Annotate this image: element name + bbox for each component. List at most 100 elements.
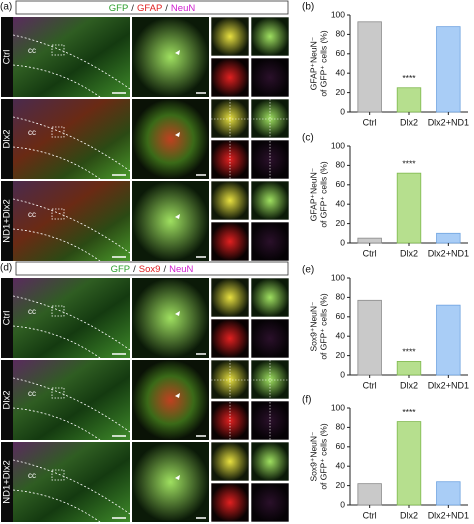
y-tick-label: 100 xyxy=(331,402,345,412)
significance: **** xyxy=(402,158,416,168)
bar xyxy=(357,299,382,376)
bar xyxy=(357,21,382,113)
boundary xyxy=(12,116,131,172)
row-label-bg xyxy=(1,17,13,97)
region-label: cc xyxy=(28,210,36,219)
stain-header-box xyxy=(15,0,289,15)
channel-image xyxy=(250,277,290,318)
roi-box xyxy=(51,387,65,399)
y-tick-label: 0 xyxy=(340,237,345,247)
channel-image xyxy=(250,221,290,262)
significance: **** xyxy=(402,407,416,417)
boundary xyxy=(12,64,101,98)
x-tick-label: Ctrl xyxy=(363,248,377,258)
channel-image xyxy=(210,57,250,98)
y-tick-label: 80 xyxy=(336,29,346,39)
y-tick-label: 80 xyxy=(336,160,346,170)
y-axis-label: Sox9⁺NeuN⁻ xyxy=(308,431,318,482)
y-tick-label: 60 xyxy=(336,441,346,451)
y-tick-label: 100 xyxy=(331,272,345,282)
arrowhead xyxy=(175,214,180,219)
channel-image xyxy=(250,57,290,98)
row-label: Dlx2 xyxy=(2,390,13,409)
y-tick-label: 80 xyxy=(336,292,346,302)
roi-box xyxy=(51,305,65,317)
y-tick-label: 40 xyxy=(336,198,346,208)
y-axis-label: of GFP⁺ cells (%) xyxy=(318,423,328,490)
overview-image xyxy=(13,442,130,522)
boundary xyxy=(12,34,131,90)
stain-name: GFP xyxy=(109,3,129,14)
stain-name: / xyxy=(133,264,136,275)
x-tick-label: Ctrl xyxy=(363,380,377,390)
stain-name: NeuN xyxy=(169,264,193,275)
channel-image xyxy=(210,180,250,221)
panel-letter: (a) xyxy=(0,2,12,13)
channel-image xyxy=(250,482,290,523)
significance: **** xyxy=(402,347,416,357)
row-label-bg xyxy=(1,360,13,440)
stain-name: / xyxy=(163,264,166,275)
overview-image xyxy=(13,99,130,179)
stain-name: / xyxy=(131,3,134,14)
overview-image xyxy=(13,181,130,261)
stain-name: / xyxy=(165,3,168,14)
overview-image xyxy=(13,278,130,358)
boundary xyxy=(12,198,131,254)
channel-image xyxy=(250,318,290,359)
boundary xyxy=(12,407,101,441)
x-tick-label: Dlx2 xyxy=(400,248,418,258)
panel-letter: (c) xyxy=(302,133,314,144)
x-tick-label: Dlx2+ND1 xyxy=(428,380,469,390)
stain-header: GFP / GFAP / NeuN xyxy=(109,3,196,14)
bar xyxy=(396,421,422,506)
row-label-bg xyxy=(1,278,13,358)
y-axis-label: of GFP⁺ cells (%) xyxy=(318,293,328,360)
bar xyxy=(436,481,461,506)
y-axis-label: of GFP⁺ cells (%) xyxy=(318,161,328,228)
x-tick-label: Ctrl xyxy=(363,510,377,520)
y-tick-label: 40 xyxy=(336,330,346,340)
row-label: ND1+Dlx2 xyxy=(2,199,13,243)
channel-image xyxy=(210,482,250,523)
arrowhead xyxy=(175,50,180,55)
stain-name: GFAP xyxy=(137,3,162,14)
y-tick-label: 0 xyxy=(340,106,345,116)
stain-name: Sox9 xyxy=(139,264,161,275)
arrowhead xyxy=(175,132,180,137)
row-label: ND1+Dlx2 xyxy=(2,460,13,504)
region-label: cc xyxy=(28,471,36,480)
stain-header-box xyxy=(15,261,289,276)
significance: **** xyxy=(402,73,416,83)
y-tick-label: 0 xyxy=(340,499,345,509)
region-label: cc xyxy=(28,46,36,55)
y-axis-label: GFAP⁺NeuN⁻ xyxy=(308,36,318,90)
roi-box xyxy=(51,44,65,56)
stain-name: NeuN xyxy=(171,3,195,14)
boundary xyxy=(12,377,131,433)
zoom-image xyxy=(132,17,209,97)
x-tick-label: Dlx2+ND1 xyxy=(428,117,469,127)
region-label: cc xyxy=(28,128,36,137)
overview-image xyxy=(13,17,130,97)
zoom-image xyxy=(132,442,209,522)
y-axis-label: Sox9⁺NeuN⁻ xyxy=(308,301,318,352)
boundary xyxy=(12,459,131,515)
y-tick-label: 100 xyxy=(331,140,345,150)
row-label-bg xyxy=(1,442,13,522)
row-label: Ctrl xyxy=(2,50,13,65)
panel-letter: (e) xyxy=(302,265,314,276)
zoom-image xyxy=(132,360,209,440)
arrowhead xyxy=(175,311,180,316)
bar xyxy=(436,26,461,113)
y-tick-label: 20 xyxy=(336,87,346,97)
y-tick-label: 20 xyxy=(336,218,346,228)
stain-header: GFP / Sox9/NeuN xyxy=(111,264,194,275)
region-label: cc xyxy=(28,389,36,398)
y-tick-label: 20 xyxy=(336,480,346,490)
bar xyxy=(436,232,461,244)
overview-image xyxy=(13,360,130,440)
x-tick-label: Dlx2+ND1 xyxy=(428,248,469,258)
x-tick-label: Dlx2 xyxy=(400,117,418,127)
